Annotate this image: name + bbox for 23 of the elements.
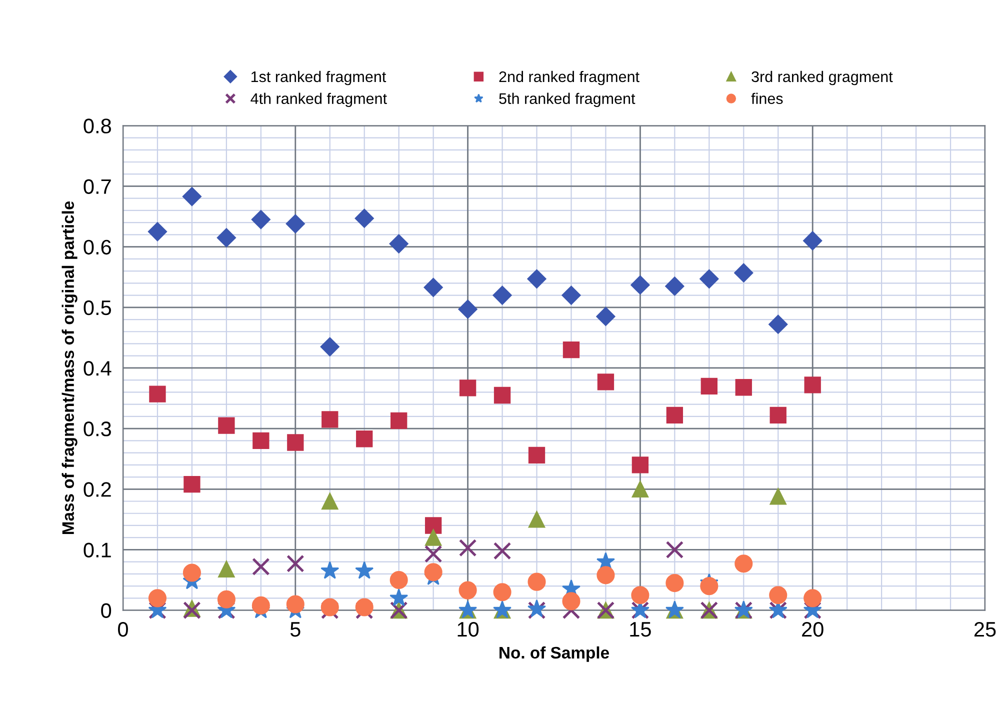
legend-label: 3rd ranked gragment (752, 70, 893, 86)
x-tick-label: 5 (290, 622, 300, 637)
y-tick-label: 0.2 (84, 482, 111, 497)
y-tick-label: 0.7 (84, 179, 111, 194)
legend-label: 5th ranked fragment (499, 92, 636, 108)
y-tick-label: 0.1 (84, 542, 111, 558)
legend-label: fines (751, 92, 783, 104)
y-tick-label: 0.6 (84, 240, 111, 255)
y-tick-label: 0.3 (84, 422, 111, 436)
y-tick-label: 0.4 (84, 360, 112, 376)
x-tick-label: 0 (118, 622, 128, 637)
legend-label: 4th ranked fragment (250, 92, 387, 108)
x-tick-label: 25 (974, 622, 996, 637)
y-tick-label: 0.8 (84, 118, 111, 134)
x-tick-label: 10 (458, 622, 479, 637)
x-tick-label: 20 (802, 622, 824, 637)
y-tick-label: 0 (101, 603, 112, 618)
legend-label: 2nd ranked fragment (499, 70, 640, 86)
x-axis-title: No. of Sample (500, 646, 609, 662)
x-tick-label: 15 (630, 622, 651, 637)
legend-label: 1st ranked fragment (251, 70, 386, 86)
y-tick-label: 0.5 (84, 300, 112, 316)
y-axis-title: Mass of fragment/mass of original particle (62, 201, 78, 534)
